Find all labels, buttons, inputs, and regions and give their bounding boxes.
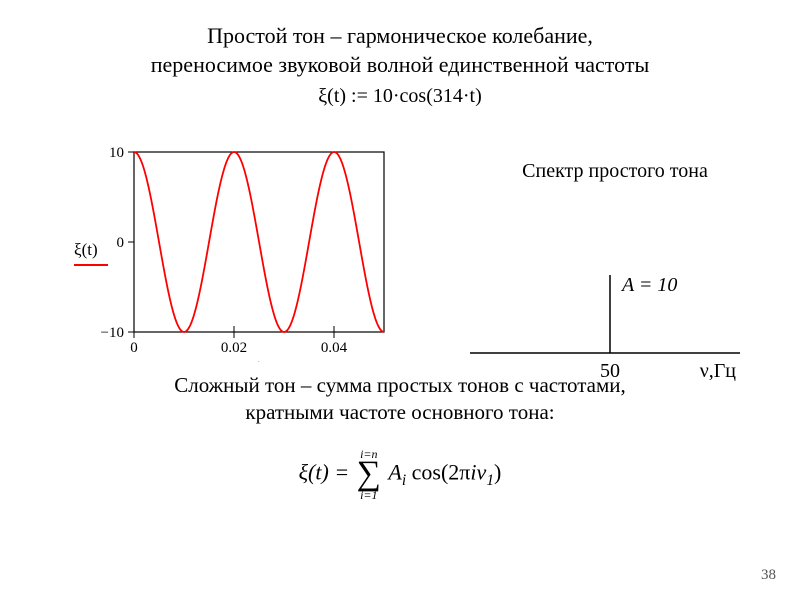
term-cos: cos(2π xyxy=(412,460,471,485)
wave-ylabel: ξ(t) xyxy=(74,240,98,260)
sigma-lower: i=1 xyxy=(357,489,381,501)
svg-text:A = 10: A = 10 xyxy=(620,274,677,296)
wave-legend-line xyxy=(74,264,108,266)
complex-line1: Сложный тон – сумма простых тонов с част… xyxy=(0,372,800,399)
sum-lhs: ξ(t) = xyxy=(299,460,355,485)
complex-line2: кратными частоте основного тона: xyxy=(0,399,800,426)
formula-top: ξ(t) := 10·cos(314·t) xyxy=(0,85,800,108)
sum-formula: ξ(t) = i=n ∑ i=1 Ai cos(2πiν1) xyxy=(0,448,800,501)
svg-text:−10: −10 xyxy=(101,325,124,341)
wave-chart: −10 0 10 0 0.02 0.04 t ξ(t) xyxy=(74,142,394,362)
term-close: ) xyxy=(494,460,501,485)
svg-text:0.04: 0.04 xyxy=(321,340,348,356)
title-line1: Простой тон – гармоническое колебание, xyxy=(0,22,800,51)
svg-text:0: 0 xyxy=(130,340,138,356)
spectrum-chart: Спектр простого тона A = 1050ν,Гц xyxy=(460,160,770,340)
sigma-icon: i=n ∑ i=1 xyxy=(357,448,381,501)
page-number: 38 xyxy=(761,567,776,584)
term-nu: ν xyxy=(477,460,487,485)
spectrum-title: Спектр простого тона xyxy=(460,160,770,183)
term-A: A xyxy=(388,460,401,485)
svg-text:10: 10 xyxy=(109,145,124,161)
spectrum-svg: A = 1050ν,Гц xyxy=(460,213,770,383)
wave-svg: −10 0 10 0 0.02 0.04 t xyxy=(74,142,394,362)
term-nu-sub: 1 xyxy=(486,472,494,489)
svg-text:0.02: 0.02 xyxy=(221,340,247,356)
svg-text:0: 0 xyxy=(117,235,125,251)
title-line2: переносимое звуковой волной единственной… xyxy=(0,51,800,80)
svg-text:t: t xyxy=(257,358,262,362)
term-A-sub: i xyxy=(402,472,406,489)
sigma-symbol: ∑ xyxy=(357,460,381,489)
